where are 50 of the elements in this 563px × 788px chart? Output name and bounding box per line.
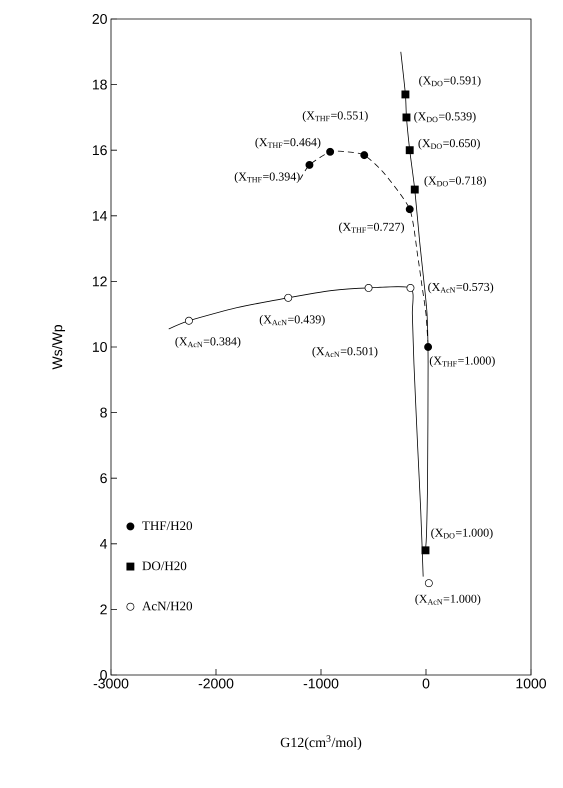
annotation: (X$_{AcN}$=0.573) bbox=[428, 282, 494, 294]
point bbox=[424, 343, 432, 351]
point bbox=[401, 90, 410, 98]
annotation: (X$_{AcN}$=1.000) bbox=[415, 594, 480, 606]
y-tick-label: 12 bbox=[92, 276, 107, 286]
x-tick-label: 0 bbox=[422, 678, 430, 688]
annotation: (X$_{THF}$=0.551) bbox=[302, 111, 368, 122]
x-tick-label: -1000 bbox=[304, 678, 338, 688]
legend-label: DO/H20 bbox=[142, 561, 186, 570]
point bbox=[306, 161, 314, 169]
point bbox=[284, 294, 292, 302]
y-tick-label: 10 bbox=[92, 342, 107, 352]
annotation: (X$_{DO}$=0.591) bbox=[419, 76, 481, 87]
point bbox=[402, 113, 410, 122]
y-tick-label: 18 bbox=[92, 80, 107, 90]
y-tick-label: 6 bbox=[100, 473, 107, 484]
y-tick-label: 2 bbox=[100, 604, 107, 614]
annotation: (X$_{THF}$=0.394) bbox=[234, 172, 300, 184]
annotation: (X$_{DO}$=0.539) bbox=[414, 112, 476, 123]
annotation: (X$_{DO}$=0.650) bbox=[418, 138, 480, 150]
point bbox=[326, 148, 334, 156]
point bbox=[406, 284, 414, 292]
annotation: (X$_{AcN}$=0.439) bbox=[260, 314, 325, 326]
y-axis-title: Ws/Wp bbox=[52, 325, 66, 370]
x-axis-title: G12(cm$^{3}$/mol) bbox=[280, 735, 362, 750]
y-tick-label: 20 bbox=[92, 14, 107, 24]
y-tick-label: 8 bbox=[100, 408, 107, 418]
annotation: (X$_{AcN}$=0.501) bbox=[312, 346, 378, 358]
x-tick-label: -3000 bbox=[94, 678, 128, 688]
point bbox=[406, 205, 414, 214]
point bbox=[410, 186, 419, 194]
legend-label: THF/H20 bbox=[142, 521, 192, 530]
point bbox=[424, 579, 433, 588]
x-tick-label: -2000 bbox=[198, 678, 234, 688]
annotation: (X$_{THF}$=1.000) bbox=[430, 356, 495, 368]
point bbox=[364, 284, 373, 292]
annotation: (X$_{THF}$=0.727) bbox=[339, 222, 404, 234]
point bbox=[422, 546, 430, 554]
y-tick-label: 16 bbox=[92, 145, 107, 156]
x-tick-label: 1000 bbox=[516, 678, 546, 688]
annotation: (X$_{AcN}$=0.384) bbox=[175, 336, 240, 348]
point bbox=[406, 146, 414, 154]
annotation: (X$_{DO}$=0.718) bbox=[424, 176, 486, 187]
legend-label: AcN/H20 bbox=[142, 602, 192, 610]
point bbox=[184, 316, 193, 325]
annotation: (X$_{THF}$=0.464) bbox=[255, 138, 320, 149]
point bbox=[360, 151, 368, 160]
y-tick-label: 14 bbox=[92, 210, 108, 221]
annotation: (X$_{DO}$=1.000) bbox=[431, 528, 493, 540]
y-tick-label: 4 bbox=[100, 538, 108, 549]
